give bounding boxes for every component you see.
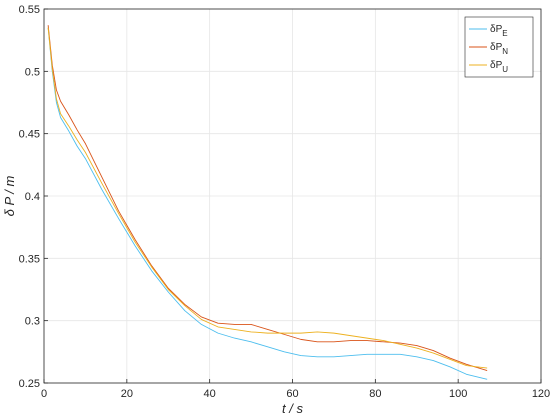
x-axis-ticks: 0 20 40 60 80 100 120: [41, 379, 550, 400]
series-line-1: [47, 27, 488, 380]
y-tick-label: 0.5: [25, 66, 40, 78]
x-tick-label: 40: [204, 388, 216, 400]
x-tick-label: 20: [121, 388, 133, 400]
x-tick-label: 120: [532, 388, 550, 400]
x-axis-label: t / s: [282, 401, 303, 416]
y-tick-label: 0.45: [19, 129, 40, 141]
x-tick-label: 100: [449, 388, 467, 400]
y-tick-label: 0.55: [19, 4, 40, 16]
series-layer: [47, 25, 488, 380]
legend-label-subscript: E: [502, 29, 507, 38]
legend-label-subscript: U: [502, 65, 508, 74]
series-line-2: [47, 25, 488, 371]
legend-label-main: δP: [490, 24, 503, 35]
legend-label: δPE: [490, 24, 508, 38]
x-tick-label: 0: [41, 388, 47, 400]
legend-label: δPU: [490, 60, 508, 74]
legend-label-subscript: N: [502, 47, 508, 56]
y-tick-label: 0.35: [19, 253, 40, 265]
legend-label-main: δP: [490, 42, 503, 53]
y-tick-label: 0.3: [25, 316, 40, 328]
y-tick-label: 0.25: [19, 378, 40, 390]
x-tick-label: 60: [286, 388, 298, 400]
legend-label: δPN: [490, 42, 508, 56]
y-tick-label: 0.4: [25, 191, 40, 203]
legend-label-main: δP: [490, 60, 503, 71]
y-axis-ticks: 0.25 0.3 0.35 0.4 0.45 0.5 0.55: [19, 4, 48, 390]
x-tick-label: 80: [369, 388, 381, 400]
series-line-3: [47, 27, 488, 369]
y-axis-label: δ P / m: [2, 175, 17, 216]
